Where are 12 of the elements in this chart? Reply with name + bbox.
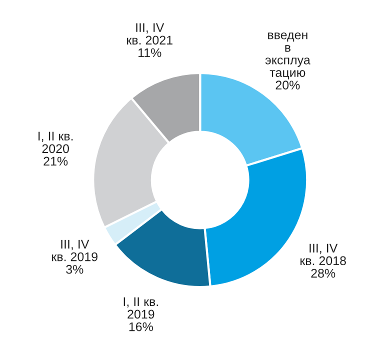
data-label: 28%	[311, 268, 336, 278]
data-label: 21%	[44, 156, 68, 166]
slice-label: I, II кв. 2020	[38, 132, 73, 154]
slice-label: III, IV кв. 2019	[52, 240, 98, 262]
data-label: 20%	[276, 80, 300, 90]
slice-label: I, II кв. 2019	[124, 297, 158, 319]
slice-label: введен в эксплуа тацию	[265, 32, 310, 80]
data-label: 16%	[129, 322, 153, 332]
slice-label: III, IV кв. 2021	[127, 23, 172, 45]
data-label: 3%	[66, 264, 84, 274]
slice-label: III, IV кв. 2018	[300, 244, 346, 266]
data-label: 11%	[138, 48, 162, 58]
